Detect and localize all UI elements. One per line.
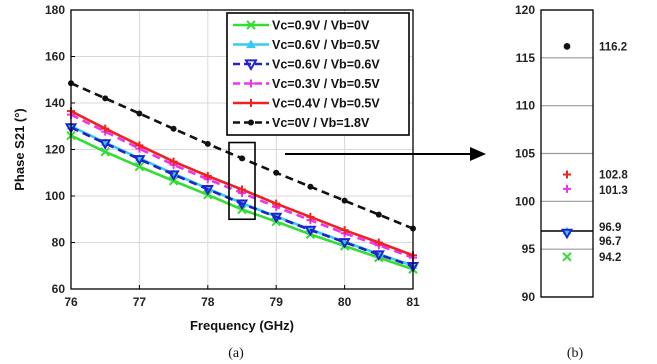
data-point — [375, 211, 382, 218]
data-point — [304, 225, 317, 237]
data-point — [272, 199, 281, 208]
legend-marker — [244, 59, 258, 71]
data-label: 102.8 — [599, 170, 628, 182]
data-point — [169, 157, 178, 166]
x-tick-label: 81 — [406, 295, 420, 309]
data-point — [170, 125, 177, 132]
data-point — [133, 155, 146, 166]
data-point — [560, 228, 574, 240]
y-tick-label: 80 — [52, 236, 66, 250]
data-point — [341, 197, 348, 204]
legend — [226, 12, 410, 136]
highlight-box — [228, 141, 256, 221]
x-tick-label: 78 — [201, 295, 215, 309]
zoom-arrow — [285, 147, 486, 161]
series-line-3 — [70, 126, 414, 268]
data-label: 96.9 — [599, 222, 621, 234]
legend-marker — [246, 39, 256, 49]
chart-b: 90 95 100 105 110 115 120 116.2 102.8 101.3 96.9 96… — [515, 3, 628, 361]
y-tick-label: 180 — [45, 3, 65, 17]
caption-b: (b) — [567, 346, 584, 361]
x-tick-label: 79 — [270, 295, 284, 309]
data-point — [101, 124, 110, 133]
legend-marker — [248, 119, 254, 126]
caption-a: (a) — [228, 346, 244, 361]
data-point — [239, 155, 245, 162]
x-tick-label: 76 — [64, 295, 78, 309]
x-axis-label: Frequency (GHz) — [190, 318, 294, 333]
data-point — [235, 199, 249, 211]
data-point — [372, 250, 385, 261]
data-point — [204, 140, 211, 147]
y-tick-label: 140 — [45, 96, 65, 110]
data-point — [374, 238, 383, 247]
data-point — [307, 183, 314, 190]
data-point — [100, 147, 110, 157]
data-point — [102, 95, 109, 102]
data-point — [270, 212, 283, 224]
data-point — [306, 212, 315, 221]
y-tick-label: 160 — [45, 50, 65, 64]
legend-entry: Vc=0V / Vb=1.8V — [272, 116, 370, 130]
legend-marker — [247, 79, 255, 88]
data-point — [273, 169, 280, 176]
y-tick-label: 100 — [45, 189, 65, 203]
plot-frame — [540, 9, 594, 298]
data-point — [167, 170, 180, 182]
data-point — [238, 185, 246, 194]
data-point — [563, 42, 571, 50]
legend-entry: Vc=0.3V / Vb=0.5V — [272, 77, 380, 91]
data-label: 94.2 — [599, 252, 621, 264]
x-tick-label: 77 — [133, 295, 147, 309]
legend-marker — [247, 99, 255, 107]
legend-entry: Vc=0.6V / Vb=0.5V — [272, 38, 380, 52]
y-tick-label: 120 — [45, 143, 65, 157]
data-point — [201, 185, 214, 196]
data-label: 101.3 — [599, 185, 628, 197]
data-point — [134, 161, 145, 172]
data-point — [203, 172, 212, 181]
data-point — [562, 252, 572, 262]
data-point — [135, 141, 144, 150]
y-axis-label: Phase S21 (°) — [12, 108, 27, 191]
y-tick-label: 95 — [522, 242, 536, 256]
data-point — [340, 226, 349, 235]
data-point — [136, 110, 143, 117]
arrow-head — [470, 147, 486, 161]
data-label: 116.2 — [599, 41, 627, 53]
legend-marker — [246, 20, 256, 30]
legend-entry: Vc=0.4V / Vb=0.5V — [272, 97, 380, 111]
data-point — [563, 184, 571, 193]
data-point — [563, 170, 571, 179]
y-tick-label: 120 — [515, 3, 535, 17]
data-label: 96.7 — [599, 236, 621, 248]
y-tick-label: 100 — [515, 194, 535, 208]
y-tick-label: 105 — [515, 147, 535, 161]
data-point — [99, 139, 112, 150]
y-tick-label: 90 — [522, 290, 536, 304]
y-tick-label: 115 — [516, 51, 536, 65]
y-tick-label: 60 — [52, 282, 66, 296]
data-point — [338, 238, 351, 249]
y-tick-label: 110 — [516, 99, 536, 113]
legend-entry: Vc=0.9V / Vb=0V — [272, 19, 370, 33]
x-tick-label: 80 — [338, 295, 352, 309]
legend-entry: Vc=0.6V / Vb=0.6V — [272, 58, 380, 72]
chart-a: 60 80 100 120 140 160 180 76 77 78 79 80 81 Frequency… — [12, 3, 420, 361]
